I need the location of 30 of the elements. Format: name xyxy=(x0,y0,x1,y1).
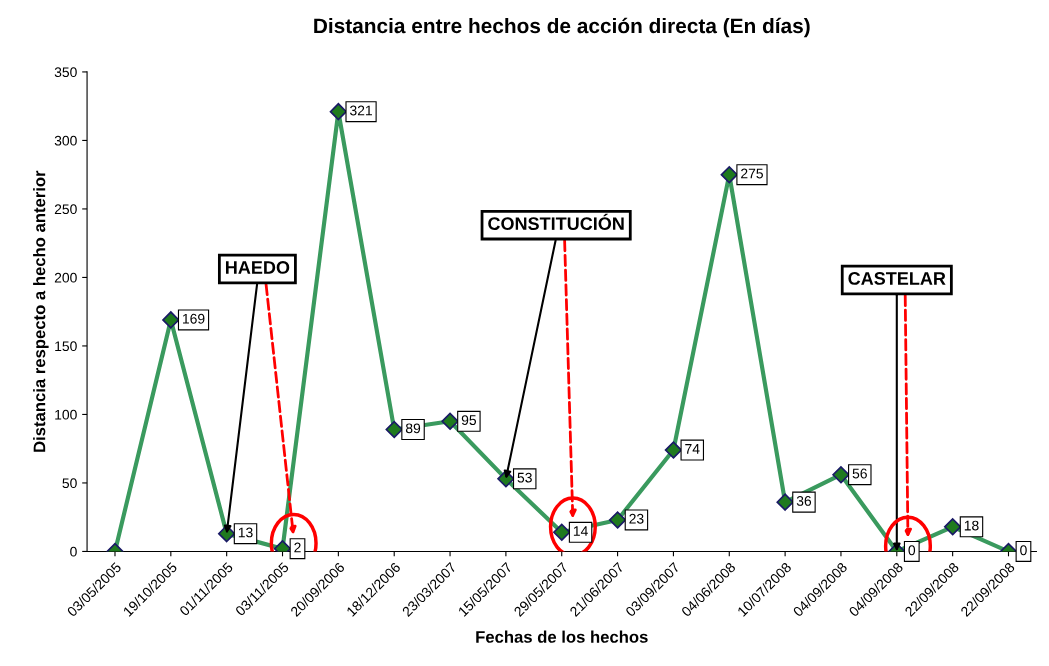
text: 89 xyxy=(405,423,421,434)
text: 2 xyxy=(294,542,301,553)
text: 14 xyxy=(573,526,588,536)
y-axis-title: Distancia respecto a hecho anterior xyxy=(33,170,49,452)
annotation: HAEDO xyxy=(226,261,290,274)
y-tick-label: 200 xyxy=(54,272,77,283)
text: 0 xyxy=(1020,545,1027,556)
text: 275 xyxy=(741,168,763,179)
y-tick-label: 150 xyxy=(55,341,77,352)
text: 23 xyxy=(629,513,644,524)
y-tick-label: 350 xyxy=(54,67,77,78)
annotation: CASTELAR xyxy=(848,272,946,285)
text: 95 xyxy=(461,415,477,426)
y-tick-label: 300 xyxy=(54,135,77,146)
text: 13 xyxy=(238,527,253,538)
x-axis-title: Fechas de los hechos xyxy=(476,630,648,643)
y-tick-label: 0 xyxy=(70,546,77,557)
text: 18 xyxy=(964,520,979,531)
text: 321 xyxy=(350,105,372,116)
y-tick-label: 250 xyxy=(54,204,77,215)
chart-title: Distancia entre hechos de acción directa (En días) xyxy=(314,17,810,38)
text: 0 xyxy=(908,545,916,556)
text: 169 xyxy=(183,313,205,324)
text: 53 xyxy=(517,472,532,483)
text: 56 xyxy=(852,468,867,479)
y-tick-label: 100 xyxy=(55,409,77,420)
annotation: CONSTITUCIÓN xyxy=(488,213,624,231)
text: 74 xyxy=(685,444,700,454)
text: 36 xyxy=(796,496,812,506)
y-tick-label: 50 xyxy=(62,478,77,489)
